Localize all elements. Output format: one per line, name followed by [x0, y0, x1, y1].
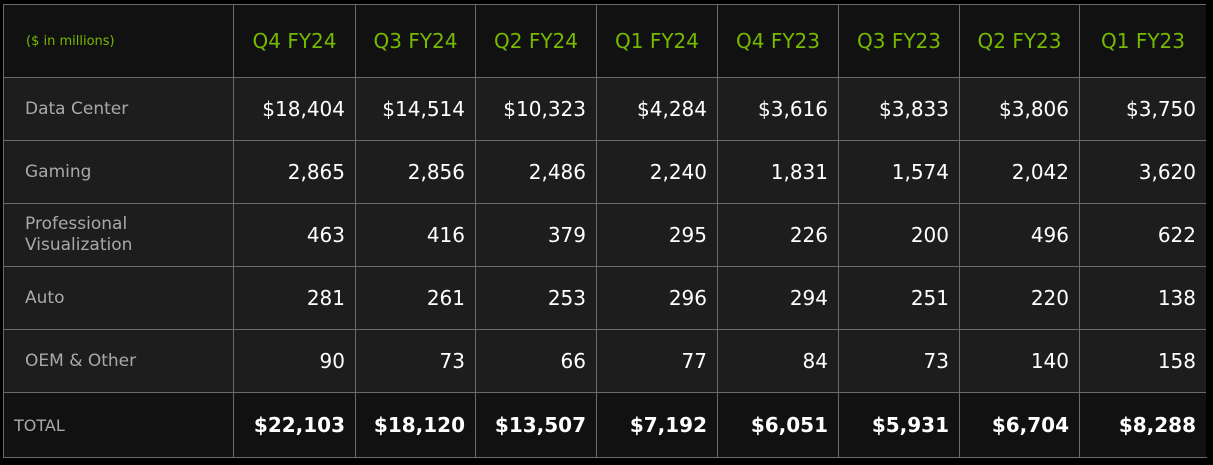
column-header: Q3 FY24 — [355, 4, 476, 78]
table-cell: $3,750 — [1079, 77, 1207, 141]
table-cell: $3,806 — [959, 77, 1080, 141]
table-row-professional-visualization: Professional Visualization 463 416 379 2… — [3, 203, 1207, 267]
table-cell: 622 — [1079, 203, 1207, 267]
table-cell: 66 — [475, 329, 597, 393]
total-cell: $6,051 — [717, 392, 839, 458]
table-cell: 226 — [717, 203, 839, 267]
revenue-by-segment-table: ($ in millions) Q4 FY24 Q3 FY24 Q2 FY24 … — [3, 4, 1207, 458]
table-cell: 138 — [1079, 266, 1207, 330]
table-cell: 295 — [596, 203, 718, 267]
table-cell: 2,865 — [233, 140, 356, 204]
table-row-data-center: Data Center $18,404 $14,514 $10,323 $4,2… — [3, 77, 1207, 141]
table-cell: $4,284 — [596, 77, 718, 141]
total-cell: $7,192 — [596, 392, 718, 458]
table-cell: $14,514 — [355, 77, 476, 141]
column-header: Q2 FY23 — [959, 4, 1080, 78]
table-cell: 296 — [596, 266, 718, 330]
table-cell: 2,856 — [355, 140, 476, 204]
total-cell: $8,288 — [1079, 392, 1207, 458]
table-cell: $3,833 — [838, 77, 960, 141]
table-row-total: TOTAL $22,103 $18,120 $13,507 $7,192 $6,… — [3, 392, 1207, 458]
table-cell: 1,831 — [717, 140, 839, 204]
table-header-row: ($ in millions) Q4 FY24 Q3 FY24 Q2 FY24 … — [3, 4, 1207, 78]
table-cell: 200 — [838, 203, 960, 267]
table-cell: 251 — [838, 266, 960, 330]
table-cell: 90 — [233, 329, 356, 393]
table-cell: 2,486 — [475, 140, 597, 204]
total-cell: $13,507 — [475, 392, 597, 458]
total-cell: $18,120 — [355, 392, 476, 458]
revenue-table-container: ($ in millions) Q4 FY24 Q3 FY24 Q2 FY24 … — [3, 4, 1207, 458]
table-cell: $10,323 — [475, 77, 597, 141]
total-label: TOTAL — [3, 392, 234, 458]
table-cell: 253 — [475, 266, 597, 330]
row-label: Gaming — [3, 140, 234, 204]
column-header: Q2 FY24 — [475, 4, 597, 78]
table-cell: 220 — [959, 266, 1080, 330]
table-row-auto: Auto 281 261 253 296 294 251 220 138 — [3, 266, 1207, 330]
column-header: Q4 FY24 — [233, 4, 356, 78]
table-row-oem-other: OEM & Other 90 73 66 77 84 73 140 158 — [3, 329, 1207, 393]
table-cell: 158 — [1079, 329, 1207, 393]
total-cell: $6,704 — [959, 392, 1080, 458]
table-cell: 3,620 — [1079, 140, 1207, 204]
table-cell: $3,616 — [717, 77, 839, 141]
column-header: Q4 FY23 — [717, 4, 839, 78]
total-cell: $22,103 — [233, 392, 356, 458]
row-label: OEM & Other — [3, 329, 234, 393]
row-label: Auto — [3, 266, 234, 330]
table-cell: 77 — [596, 329, 718, 393]
column-header: Q1 FY23 — [1079, 4, 1207, 78]
row-label: Data Center — [3, 77, 234, 141]
table-cell: 379 — [475, 203, 597, 267]
table-cell: 73 — [838, 329, 960, 393]
row-label: Professional Visualization — [3, 203, 234, 267]
table-cell: $18,404 — [233, 77, 356, 141]
units-label: ($ in millions) — [3, 4, 234, 78]
total-cell: $5,931 — [838, 392, 960, 458]
table-cell: 2,042 — [959, 140, 1080, 204]
table-cell: 463 — [233, 203, 356, 267]
table-cell: 281 — [233, 266, 356, 330]
column-header: Q3 FY23 — [838, 4, 960, 78]
table-cell: 73 — [355, 329, 476, 393]
table-cell: 496 — [959, 203, 1080, 267]
right-edge-shadow — [1206, 4, 1213, 457]
table-cell: 416 — [355, 203, 476, 267]
table-cell: 84 — [717, 329, 839, 393]
table-cell: 261 — [355, 266, 476, 330]
table-cell: 294 — [717, 266, 839, 330]
table-cell: 140 — [959, 329, 1080, 393]
table-cell: 1,574 — [838, 140, 960, 204]
table-cell: 2,240 — [596, 140, 718, 204]
column-header: Q1 FY24 — [596, 4, 718, 78]
table-row-gaming: Gaming 2,865 2,856 2,486 2,240 1,831 1,5… — [3, 140, 1207, 204]
